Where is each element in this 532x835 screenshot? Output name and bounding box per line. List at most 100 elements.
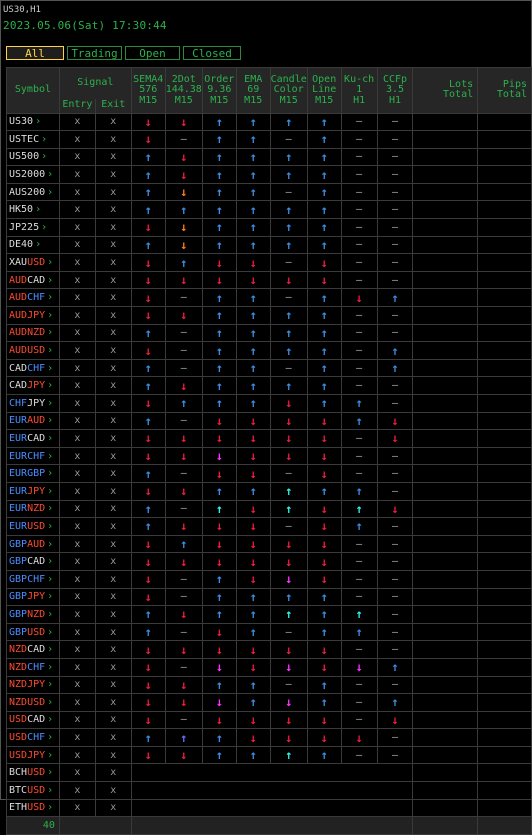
- table-row[interactable]: XAUUSD › x x ↓ ↑ ↓ ↓ – ↓ – –: [6, 253, 532, 272]
- symbol-cell[interactable]: USDJPY ›: [6, 745, 60, 765]
- chevron-right-icon[interactable]: ›: [47, 767, 54, 779]
- chevron-right-icon[interactable]: ›: [47, 556, 54, 568]
- symbol-cell[interactable]: CADJPY ›: [6, 376, 60, 395]
- table-row[interactable]: AUDNZD › x x ↑ – ↑ ↑ ↑ ↑ – –: [6, 323, 532, 343]
- chevron-right-icon[interactable]: ›: [47, 362, 54, 374]
- table-row[interactable]: EURCAD › x x ↓ ↓ ↓ ↓ ↓ ↓ – ↓: [6, 429, 532, 448]
- symbol-cell[interactable]: EURCHF ›: [6, 446, 60, 466]
- symbol-cell[interactable]: DE40 ›: [6, 235, 60, 255]
- table-row[interactable]: GBPCAD › x x ↓ ↓ ↓ ↓ ↓ ↓ – –: [6, 552, 532, 571]
- chevron-right-icon[interactable]: ›: [47, 432, 54, 444]
- symbol-cell[interactable]: HK50 ›: [6, 200, 60, 220]
- chevron-right-icon[interactable]: ›: [35, 204, 42, 216]
- symbol-cell[interactable]: GBPAUD ›: [6, 534, 60, 554]
- chevron-right-icon[interactable]: ›: [47, 520, 54, 532]
- table-row[interactable]: USDJPY › x x ↓ ↓ ↑ ↑ ↑ ↑ – –: [6, 745, 532, 765]
- tab-closed[interactable]: Closed: [183, 46, 241, 60]
- table-row[interactable]: JP225 › x x ↓ ↓ ↑ ↑ ↑ ↑ – –: [6, 218, 532, 237]
- symbol-cell[interactable]: AUDCHF ›: [6, 288, 60, 308]
- symbol-cell[interactable]: JP225 ›: [6, 218, 60, 237]
- symbol-cell[interactable]: CADCHF ›: [6, 358, 60, 378]
- table-row[interactable]: CADCHF › x x ↑ – ↑ ↑ – ↑ – ↑: [6, 358, 532, 378]
- table-row[interactable]: NZDCHF › x x ↓ – ↓ ↓ ↓ ↓ ↓ ↑: [6, 657, 532, 677]
- chevron-right-icon[interactable]: ›: [47, 186, 54, 198]
- table-row[interactable]: NZDCAD › x x ↓ ↓ ↓ ↓ ↓ ↓ – –: [6, 640, 532, 659]
- table-row[interactable]: EURNZD › x x ↑ – ↑ ↓ ↑ ↓ ↑ ↓: [6, 499, 532, 519]
- table-row[interactable]: AUDCHF › x x ↓ – ↑ ↑ – ↑ ↓ ↑: [6, 288, 532, 308]
- chevron-right-icon[interactable]: ›: [47, 397, 54, 409]
- table-row[interactable]: EURUSD › x x ↑ ↓ ↓ ↓ – ↓ ↑ –: [6, 517, 532, 536]
- symbol-cell[interactable]: US2000 ›: [6, 165, 60, 184]
- symbol-cell[interactable]: US30 ›: [6, 112, 60, 132]
- symbol-cell[interactable]: EURJPY ›: [6, 481, 60, 501]
- chevron-right-icon[interactable]: ›: [47, 749, 54, 761]
- chevron-right-icon[interactable]: ›: [35, 116, 42, 128]
- chevron-right-icon[interactable]: ›: [47, 450, 54, 462]
- table-row[interactable]: GBPCHF › x x ↓ – ↑ ↓ ↓ ↓ – –: [6, 569, 532, 589]
- chevron-right-icon[interactable]: ›: [41, 133, 48, 145]
- chevron-right-icon[interactable]: ›: [47, 274, 54, 286]
- table-row[interactable]: USDCAD › x x ↓ – ↓ ↓ ↓ ↓ – ↓: [6, 710, 532, 730]
- table-row[interactable]: NZDJPY › x x ↓ ↓ ↑ ↑ – ↑ – –: [6, 675, 532, 695]
- symbol-cell[interactable]: XAUUSD ›: [6, 253, 60, 272]
- table-row[interactable]: AUS200 › x x ↑ ↓ ↑ ↑ – ↑ – –: [6, 182, 532, 202]
- symbol-cell[interactable]: BTCUSD ›: [6, 781, 60, 800]
- table-row[interactable]: EURJPY › x x ↓ ↓ ↑ ↑ ↑ ↑ ↑ –: [6, 481, 532, 501]
- table-row[interactable]: BTCUSD › x x: [6, 781, 532, 800]
- tab-open[interactable]: Open: [125, 46, 180, 60]
- table-row[interactable]: BCHUSD › x x: [6, 763, 532, 783]
- table-row[interactable]: GBPNZD › x x ↑ ↓ ↑ ↑ ↑ ↑ ↑ –: [6, 605, 532, 624]
- symbol-cell[interactable]: GBPUSD ›: [6, 622, 60, 642]
- chevron-right-icon[interactable]: ›: [47, 169, 54, 181]
- table-row[interactable]: GBPJPY › x x ↓ – ↑ ↑ ↑ ↑ – –: [6, 587, 532, 607]
- symbol-cell[interactable]: NZDUSD ›: [6, 693, 60, 712]
- symbol-cell[interactable]: NZDCAD ›: [6, 640, 60, 659]
- symbol-cell[interactable]: AUDUSD ›: [6, 341, 60, 360]
- symbol-cell[interactable]: USTEC ›: [6, 130, 60, 149]
- symbol-cell[interactable]: GBPNZD ›: [6, 605, 60, 624]
- chevron-right-icon[interactable]: ›: [35, 239, 42, 251]
- symbol-cell[interactable]: EURNZD ›: [6, 499, 60, 519]
- chevron-right-icon[interactable]: ›: [47, 327, 54, 339]
- table-row[interactable]: EURGBP › x x ↑ – ↓ ↓ – ↓ – –: [6, 464, 532, 483]
- chevron-right-icon[interactable]: ›: [47, 679, 54, 691]
- symbol-cell[interactable]: AUDJPY ›: [6, 306, 60, 325]
- table-row[interactable]: US2000 › x x ↑ ↓ ↑ ↑ ↑ ↑ – –: [6, 165, 532, 184]
- symbol-cell[interactable]: USDCHF ›: [6, 728, 60, 747]
- symbol-cell[interactable]: NZDJPY ›: [6, 675, 60, 695]
- table-row[interactable]: ETHUSD › x x: [6, 798, 532, 818]
- table-row[interactable]: AUDCAD › x x ↓ ↓ ↓ ↓ ↓ ↓ – –: [6, 270, 532, 290]
- chevron-right-icon[interactable]: ›: [47, 415, 54, 427]
- table-row[interactable]: EURCHF › x x ↓ ↓ ↓ ↓ ↓ ↓ – –: [6, 446, 532, 466]
- table-row[interactable]: USDCHF › x x ↑ ↑ ↑ ↓ ↓ ↓ ↓ –: [6, 728, 532, 747]
- chevron-right-icon[interactable]: ›: [47, 608, 54, 620]
- table-row[interactable]: AUDUSD › x x ↓ – ↑ ↑ ↑ ↑ – ↑: [6, 341, 532, 360]
- symbol-cell[interactable]: AUDCAD ›: [6, 270, 60, 290]
- symbol-cell[interactable]: GBPCAD ›: [6, 552, 60, 571]
- chevron-right-icon[interactable]: ›: [47, 538, 54, 550]
- chevron-right-icon[interactable]: ›: [47, 573, 54, 585]
- symbol-cell[interactable]: CHFJPY ›: [6, 394, 60, 413]
- symbol-cell[interactable]: GBPCHF ›: [6, 569, 60, 589]
- table-row[interactable]: CADJPY › x x ↑ ↓ ↑ ↑ ↑ ↑ – –: [6, 376, 532, 395]
- symbol-cell[interactable]: EURUSD ›: [6, 517, 60, 536]
- chevron-right-icon[interactable]: ›: [47, 732, 54, 744]
- chevron-right-icon[interactable]: ›: [47, 591, 54, 603]
- chevron-right-icon[interactable]: ›: [47, 257, 54, 269]
- chevron-right-icon[interactable]: ›: [47, 485, 54, 497]
- chevron-right-icon[interactable]: ›: [47, 380, 54, 392]
- symbol-cell[interactable]: AUS200 ›: [6, 182, 60, 202]
- symbol-cell[interactable]: AUDNZD ›: [6, 323, 60, 343]
- symbol-cell[interactable]: GBPJPY ›: [6, 587, 60, 607]
- table-row[interactable]: GBPAUD › x x ↓ ↑ ↓ ↓ ↓ ↓ – –: [6, 534, 532, 554]
- table-row[interactable]: NZDUSD › x x ↓ ↓ ↓ ↑ ↓ ↑ – ↑: [6, 693, 532, 712]
- chevron-right-icon[interactable]: ›: [47, 784, 54, 796]
- chevron-right-icon[interactable]: ›: [47, 696, 54, 708]
- tab-all[interactable]: All: [6, 46, 64, 60]
- table-row[interactable]: CHFJPY › x x ↓ ↑ ↑ ↑ ↓ ↑ ↑ –: [6, 394, 532, 413]
- table-row[interactable]: US500 › x x ↑ ↓ ↑ ↑ ↑ ↑ – –: [6, 147, 532, 167]
- table-row[interactable]: AUDJPY › x x ↓ ↓ ↑ ↑ ↑ ↑ – –: [6, 306, 532, 325]
- table-row[interactable]: EURAUD › x x ↑ – ↓ ↓ ↓ ↓ ↑ ↓: [6, 411, 532, 431]
- chevron-right-icon[interactable]: ›: [47, 714, 54, 726]
- symbol-cell[interactable]: USDCAD ›: [6, 710, 60, 730]
